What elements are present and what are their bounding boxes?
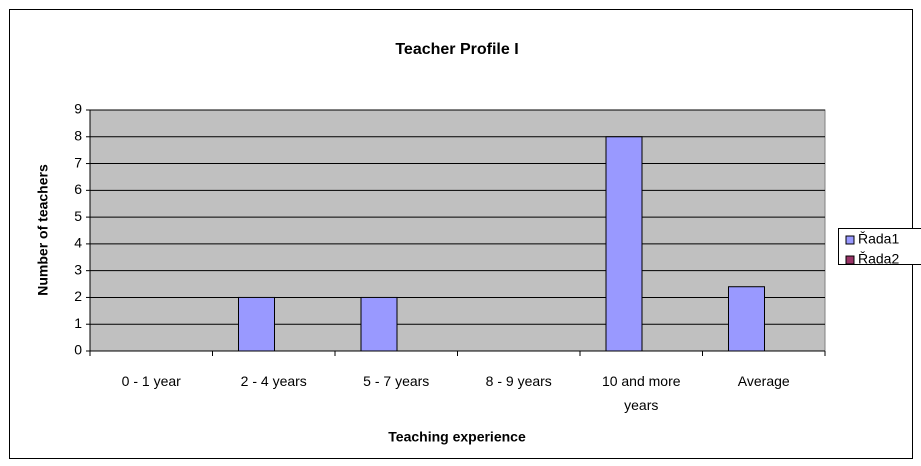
y-tick-label: 5 — [74, 208, 82, 224]
x-tick-label: 10 and more years — [601, 373, 681, 413]
x-tick-label: 2 - 4 years — [240, 373, 307, 389]
x-axis-label: Teaching experience — [388, 429, 526, 445]
x-tick-label: Average — [737, 373, 790, 389]
y-tick-label: 8 — [74, 127, 82, 143]
plot-area — [89, 109, 826, 352]
legend-label: Řada2 — [858, 251, 899, 267]
bar — [605, 136, 643, 352]
bar — [728, 286, 765, 352]
y-tick-label: 1 — [74, 315, 82, 331]
y-tick-label: 2 — [74, 288, 82, 304]
legend-label: Řada1 — [858, 231, 899, 247]
x-tick-label: 5 - 7 years — [363, 373, 430, 389]
bar — [360, 296, 398, 352]
bar — [238, 296, 275, 352]
y-tick-label: 6 — [74, 181, 82, 197]
y-tick-label: 7 — [74, 154, 82, 170]
y-tick-label: 9 — [74, 101, 82, 117]
y-axis-label: Number of teachers — [35, 164, 51, 296]
chart-title: Teacher Profile I — [395, 41, 518, 58]
legend-swatch — [845, 255, 855, 265]
x-tick-label: 8 - 9 years — [485, 373, 552, 389]
x-tick-label: 0 - 1 year — [121, 373, 181, 389]
y-tick-label: 3 — [74, 261, 82, 277]
y-tick-label: 4 — [74, 235, 82, 251]
legend-swatch — [845, 235, 855, 245]
y-tick-label: 0 — [74, 342, 82, 358]
legend-box — [838, 228, 921, 265]
